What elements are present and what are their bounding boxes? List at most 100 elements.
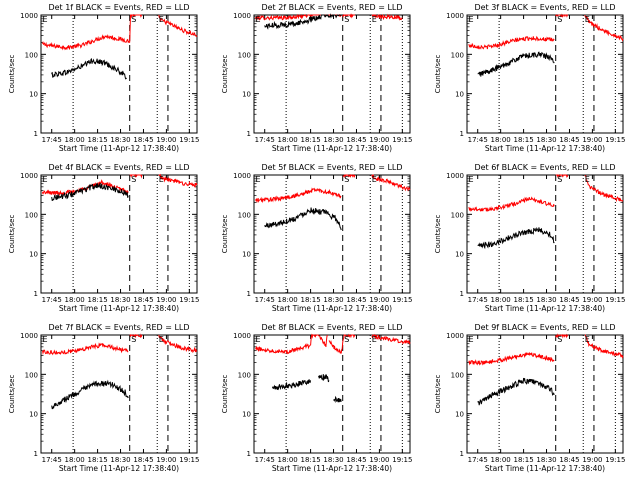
lld-series-line (584, 334, 624, 360)
y-tick-label: 10 (455, 91, 464, 99)
x-axis-label: Start Time (11-Apr-12 17:38:40) (59, 304, 179, 313)
axes-frame (40, 14, 198, 134)
x-axis-label: Start Time (11-Apr-12 17:38:40) (272, 464, 392, 473)
lld-series-line (342, 13, 355, 19)
chart-title: Det 1f BLACK = Events, RED = LLD (48, 3, 189, 12)
x-tick-label: 18:30 (536, 456, 556, 464)
time-annotation: S (344, 175, 349, 184)
x-tick-label: 17:45 (255, 136, 275, 144)
y-axis-label: Counts/sec (434, 215, 442, 254)
axes-frame (40, 174, 198, 294)
y-tick-label: 1000 (233, 12, 251, 20)
axes-frame (466, 174, 624, 294)
x-tick-label: 18:30 (110, 296, 130, 304)
x-tick-label: 17:45 (255, 456, 275, 464)
chart-title: Det 7f BLACK = Events, RED = LLD (48, 323, 189, 332)
y-axis-label: Counts/sec (221, 215, 229, 254)
y-tick-label: 100 (451, 51, 464, 59)
lld-series-line (555, 333, 569, 339)
chart-title: Det 5f BLACK = Events, RED = LLD (261, 163, 402, 172)
lld-series-line (129, 13, 143, 43)
x-tick-label: 18:15 (300, 136, 320, 144)
lld-series-line (158, 14, 198, 37)
axes-frame (466, 14, 624, 134)
lld-series-line (255, 343, 311, 355)
axes-frame (466, 334, 624, 454)
time-annotation: E (585, 175, 590, 184)
x-axis-label: Start Time (11-Apr-12 17:38:40) (485, 144, 605, 153)
time-annotation: E (159, 175, 164, 184)
x-tick-label: 19:15 (392, 296, 412, 304)
x-tick-label: 18:30 (110, 136, 130, 144)
y-tick-label: 10 (29, 411, 38, 419)
time-annotation: E (372, 175, 377, 184)
chart-panel: Det 5f BLACK = Events, RED = LLD 1 10 100 10… (221, 163, 412, 313)
y-axis-label: Counts/sec (221, 55, 229, 94)
y-tick-label: 1 (460, 130, 464, 138)
x-axis-label: Start Time (11-Apr-12 17:38:40) (59, 144, 179, 153)
y-tick-label: 100 (451, 371, 464, 379)
y-tick-label: 1 (460, 290, 464, 298)
y-tick-label: 1 (247, 450, 251, 458)
y-tick-label: 1 (460, 450, 464, 458)
y-tick-label: 1000 (446, 332, 464, 340)
x-tick-label: 18:00 (65, 136, 85, 144)
x-axis-label: Start Time (11-Apr-12 17:38:40) (59, 464, 179, 473)
chart-panel: Det 9f BLACK = Events, RED = LLD 1 10 100 10… (434, 323, 625, 473)
x-tick-label: 18:00 (278, 456, 298, 464)
lld-series-line (42, 342, 129, 356)
x-tick-label: 18:00 (278, 296, 298, 304)
time-annotation: E (585, 15, 590, 24)
y-tick-label: 10 (242, 91, 251, 99)
y-tick-label: 100 (238, 371, 251, 379)
x-tick-label: 18:15 (513, 136, 533, 144)
y-axis-label: Counts/sec (8, 215, 16, 254)
lld-series-line (555, 174, 569, 178)
time-annotation: S (557, 15, 562, 24)
x-tick-label: 19:15 (392, 136, 412, 144)
x-tick-label: 19:15 (179, 456, 199, 464)
x-tick-label: 18:30 (536, 296, 556, 304)
x-tick-label: 19:15 (605, 296, 625, 304)
y-tick-label: 100 (451, 211, 464, 219)
events-series-line (271, 379, 312, 391)
y-axis-label: Counts/sec (221, 375, 229, 414)
y-tick-label: 1000 (446, 12, 464, 20)
lld-series-line (158, 334, 198, 354)
x-tick-label: 19:15 (179, 136, 199, 144)
x-tick-label: 18:30 (323, 296, 343, 304)
x-tick-label: 17:45 (42, 296, 62, 304)
x-tick-label: 19:00 (582, 136, 602, 144)
lld-series-line (129, 173, 143, 179)
events-series-line (51, 182, 129, 201)
time-annotation: E (585, 335, 590, 344)
x-tick-label: 18:45 (346, 136, 366, 144)
x-tick-label: 17:45 (468, 296, 488, 304)
lld-series-line (42, 34, 130, 51)
lld-series-line (371, 174, 411, 192)
y-tick-label: 1 (247, 290, 251, 298)
lld-series-line (555, 13, 568, 18)
lld-series-line (42, 179, 129, 197)
x-tick-label: 19:15 (605, 136, 625, 144)
lld-series-line (129, 333, 143, 339)
x-tick-label: 19:00 (369, 136, 389, 144)
x-axis-label: Start Time (11-Apr-12 17:38:40) (272, 304, 392, 313)
y-tick-label: 100 (25, 51, 38, 59)
x-tick-label: 19:00 (156, 456, 176, 464)
x-tick-label: 18:45 (133, 136, 153, 144)
x-tick-label: 17:45 (255, 296, 275, 304)
lld-series-line (468, 351, 555, 366)
time-annotation: S (131, 335, 136, 344)
time-annotation: E (469, 175, 474, 184)
chart-panel: Det 1f BLACK = Events, RED = LLD 1 10 100 10… (8, 3, 199, 153)
x-tick-label: 18:15 (87, 296, 107, 304)
y-tick-label: 100 (25, 211, 38, 219)
time-annotation: E (43, 15, 48, 24)
axes-frame (253, 334, 411, 454)
lld-series-line (328, 333, 356, 354)
x-tick-label: 18:00 (491, 456, 511, 464)
chart-panel: Det 3f BLACK = Events, RED = LLD 1 10 100 10… (434, 3, 625, 153)
chart-title: Det 3f BLACK = Events, RED = LLD (474, 3, 615, 12)
